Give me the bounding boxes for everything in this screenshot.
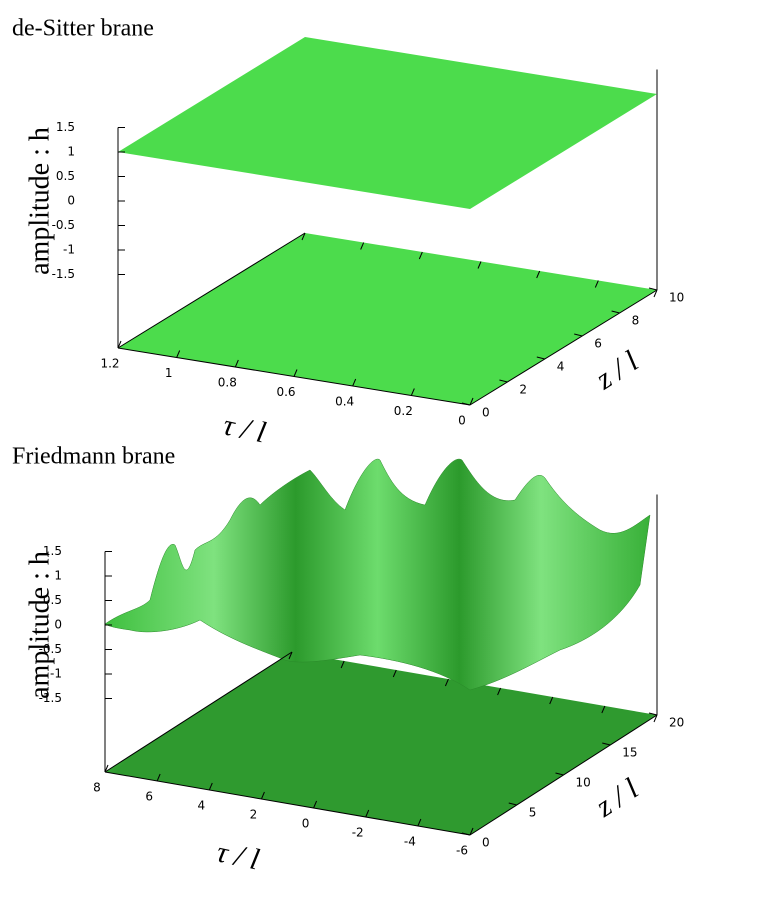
x-tick (392, 669, 397, 678)
y-tick (648, 287, 658, 291)
x-tick (176, 350, 181, 358)
x-tick (293, 369, 298, 377)
z-tick-label: 0.5 (56, 169, 75, 183)
x-axis-label: τ / l (214, 835, 262, 876)
y-tick-label: 15 (622, 746, 637, 760)
z-tick-label: 0 (67, 194, 75, 208)
x-tick-label: -4 (404, 835, 416, 849)
z-tick-label: -1.5 (39, 691, 62, 705)
x-tick-label: -6 (456, 844, 468, 858)
y-axis-label: z / l (589, 772, 644, 824)
chart-title: Friedmann brane (12, 444, 175, 470)
x-tick (418, 251, 423, 260)
x-tick (653, 714, 658, 723)
y-axis (469, 289, 658, 406)
y-tick-label: 8 (632, 314, 640, 328)
y-tick-label: 4 (557, 360, 565, 374)
surface (118, 37, 657, 209)
x-tick (260, 791, 265, 800)
x-tick-label: 0 (458, 414, 466, 428)
y-tick (648, 712, 658, 716)
y-tick (461, 402, 471, 406)
x-tick (340, 660, 345, 669)
chart-title: de-Sitter brane (12, 16, 154, 42)
x-tick (208, 782, 213, 791)
z-axis-label: amplitude : h (24, 551, 55, 699)
box-edge (117, 232, 306, 349)
x-tick-label: 0 (302, 817, 310, 831)
x-tick-label: -2 (352, 826, 364, 840)
x-tick-label: 4 (197, 799, 205, 813)
x-tick (601, 705, 606, 714)
x-tick (352, 378, 357, 387)
x-tick-label: 2 (250, 808, 258, 822)
z-tick-label: -0.5 (39, 642, 62, 656)
y-axis-label: z / l (589, 345, 644, 397)
x-tick (417, 818, 422, 827)
z-tick-label: -0.5 (52, 218, 75, 232)
x-tick (234, 359, 239, 368)
x-tick (469, 397, 474, 406)
y-tick (574, 333, 583, 337)
x-tick (365, 809, 370, 818)
y-tick (611, 310, 620, 314)
x-tick (444, 678, 449, 687)
x-tick-label: 0.2 (394, 404, 413, 418)
x-tick-label: 1 (165, 366, 173, 380)
x-tick (360, 242, 365, 250)
x-tick (497, 687, 502, 696)
y-tick-label: 10 (576, 776, 591, 790)
x-tick (301, 232, 306, 241)
x-tick (477, 261, 482, 269)
wave-surface (104, 458, 651, 691)
z-tick-label: 0.5 (43, 593, 62, 607)
y-tick-label: 10 (669, 291, 684, 305)
y-tick (499, 379, 508, 383)
z-tick-label: 0 (54, 618, 62, 632)
x-tick (156, 773, 161, 782)
x-tick (549, 696, 554, 705)
x-tick (594, 280, 599, 288)
z-tick-label: -1.5 (52, 267, 75, 281)
x-tick (104, 764, 109, 773)
x-tick (288, 651, 293, 660)
z-tick-label: 1 (54, 569, 62, 583)
z-tick-label: -1 (63, 243, 75, 257)
x-tick (536, 270, 541, 279)
x-tick (410, 388, 415, 396)
z-tick-label: -1 (50, 667, 62, 681)
x-tick-label: 1.2 (100, 357, 119, 371)
z-tick-label: 1.5 (43, 544, 62, 558)
y-tick (508, 802, 517, 806)
base-projection (105, 652, 657, 835)
y-tick (602, 742, 611, 746)
y-tick (536, 356, 545, 360)
x-tick-label: 0.4 (335, 395, 354, 409)
box-edge (104, 651, 293, 773)
y-tick-label: 20 (669, 716, 684, 730)
z-axis-label: amplitude : h (24, 127, 55, 275)
x-tick-label: 8 (93, 781, 101, 795)
x-tick (653, 289, 658, 298)
x-tick (117, 340, 122, 349)
y-tick-label: 6 (594, 337, 602, 351)
z-tick-label: 1.5 (56, 120, 75, 134)
x-axis (104, 771, 471, 836)
base-projection (118, 233, 657, 405)
y-tick (461, 832, 471, 836)
y-tick-label: 0 (482, 406, 490, 420)
y-tick-label: 2 (519, 383, 527, 397)
y-tick (555, 772, 564, 776)
x-axis-label: τ / l (220, 408, 268, 449)
x-tick-label: 6 (145, 790, 153, 804)
z-tick-label: 1 (67, 145, 75, 159)
y-tick-label: 0 (482, 836, 490, 850)
x-tick-label: 0.8 (218, 376, 237, 390)
x-tick (313, 800, 318, 809)
y-tick-label: 5 (529, 806, 537, 820)
x-tick-label: 0.6 (276, 385, 295, 399)
x-tick (469, 827, 474, 836)
